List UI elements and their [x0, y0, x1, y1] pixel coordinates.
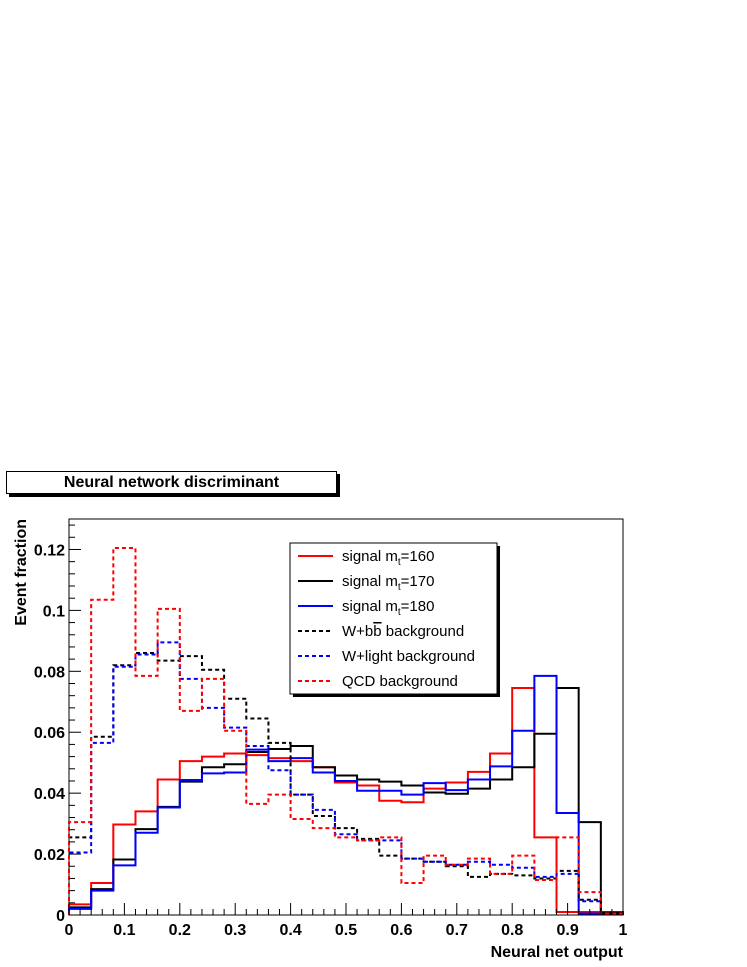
- legend-label-4: W+bb background: [342, 623, 464, 640]
- y-tick-label: 0.1: [43, 603, 65, 620]
- x-tick-label: 0.2: [169, 922, 191, 939]
- x-tick-label: 1: [619, 922, 628, 939]
- legend-label-2: signal mt=170: [342, 573, 434, 593]
- x-tick-label: 0.1: [113, 922, 135, 939]
- legend-box: [289, 542, 498, 695]
- x-tick-label: 0: [65, 922, 74, 939]
- series-line-3: [68, 674, 624, 915]
- x-tick-label: 0.4: [279, 922, 301, 939]
- x-tick-label: 0.9: [556, 922, 578, 939]
- x-tick-label: 0.8: [501, 922, 523, 939]
- x-tick-label: 0.7: [446, 922, 468, 939]
- x-tick-label: 0.6: [390, 922, 412, 939]
- x-axis-title: Neural net output: [491, 944, 624, 961]
- legend-label-1: signal mt=160: [342, 548, 434, 568]
- y-tick-label: 0.06: [34, 725, 65, 742]
- chart-title: Neural network discriminant: [6, 471, 337, 494]
- y-tick-label: 0.04: [34, 786, 65, 803]
- legend-label-6: QCD background: [342, 673, 458, 690]
- series-line-6: [68, 546, 624, 915]
- y-axis-title: Event fraction: [13, 519, 30, 626]
- y-tick-label: 0.12: [34, 542, 65, 559]
- x-tick-label: 0.3: [224, 922, 246, 939]
- y-tick-label: 0: [56, 908, 65, 925]
- legend-label-3: signal mt=180: [342, 598, 434, 618]
- legend-label-5: W+light background: [342, 648, 475, 665]
- x-tick-label: 0.5: [335, 922, 357, 939]
- y-tick-label: 0.08: [34, 664, 65, 681]
- y-tick-label: 0.02: [34, 847, 65, 864]
